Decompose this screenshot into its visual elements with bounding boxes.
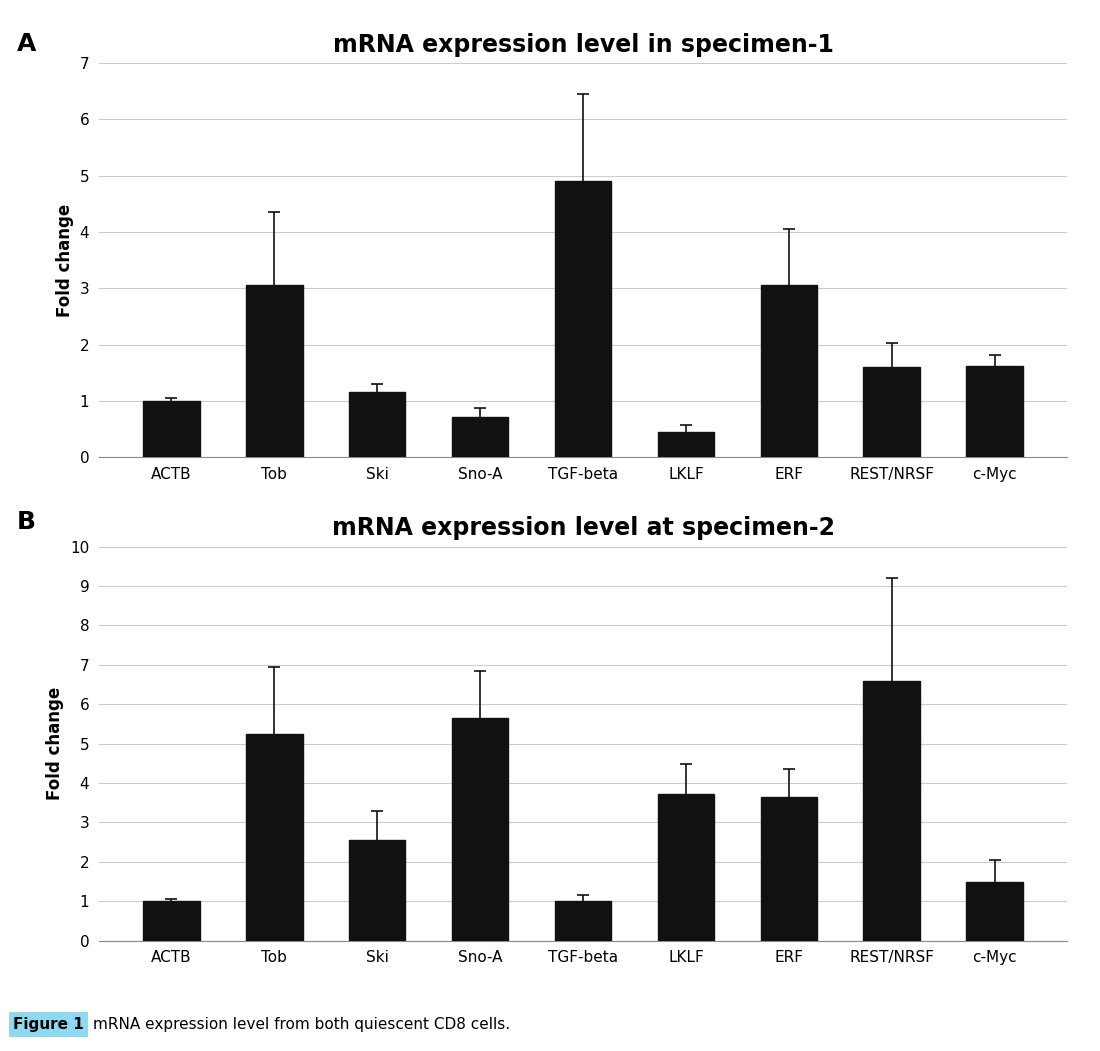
- Bar: [554, 182, 612, 457]
- Bar: [9, 1012, 88, 1037]
- Text: Figure 1: Figure 1: [13, 1017, 84, 1032]
- Y-axis label: Fold change: Fold change: [56, 204, 74, 316]
- Bar: [349, 392, 406, 457]
- Bar: [864, 367, 920, 457]
- Text: B: B: [16, 510, 35, 534]
- Bar: [967, 882, 1023, 941]
- Title: mRNA expression level in specimen-1: mRNA expression level in specimen-1: [332, 33, 834, 57]
- Bar: [658, 795, 714, 941]
- Bar: [143, 400, 199, 457]
- Bar: [349, 840, 406, 941]
- Bar: [452, 718, 508, 941]
- Text: mRNA expression level from both quiescent CD8 cells.: mRNA expression level from both quiescen…: [94, 1017, 510, 1032]
- Bar: [143, 902, 199, 941]
- Y-axis label: Fold change: Fold change: [46, 687, 65, 800]
- Bar: [967, 366, 1023, 457]
- Bar: [554, 902, 612, 941]
- Bar: [760, 797, 817, 941]
- Bar: [246, 734, 302, 941]
- Title: mRNA expression level at specimen-2: mRNA expression level at specimen-2: [331, 516, 835, 540]
- Bar: [452, 416, 508, 457]
- Bar: [760, 286, 817, 457]
- Text: A: A: [16, 32, 36, 56]
- Bar: [864, 681, 920, 941]
- Bar: [658, 432, 714, 457]
- Bar: [246, 286, 302, 457]
